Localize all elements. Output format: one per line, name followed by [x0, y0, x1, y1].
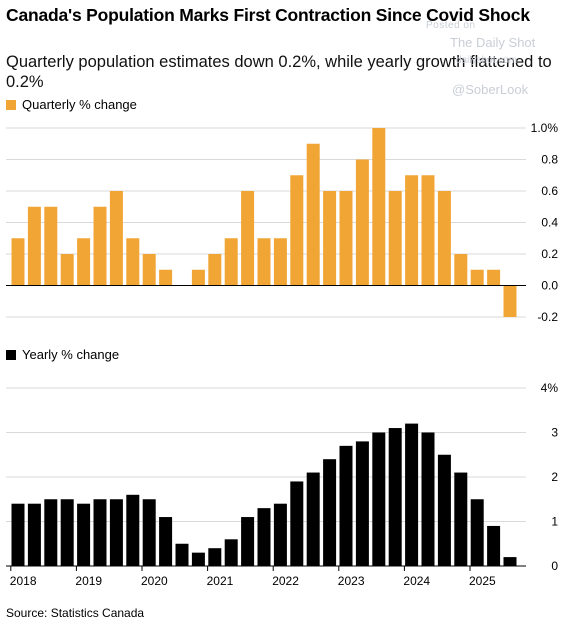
yearly-bar [175, 543, 189, 566]
x-tick-label: 2025 [469, 574, 496, 588]
quarterly-bar [437, 191, 451, 286]
yearly-ytick-label: 3 [551, 426, 558, 440]
quarterly-bar [339, 191, 353, 286]
yearly-bar [241, 517, 255, 566]
yearly-ytick-label: 4% [541, 381, 559, 395]
legend-quarterly-label: Quarterly % change [22, 97, 137, 112]
yearly-bar [126, 494, 140, 566]
yearly-bar [159, 517, 173, 566]
yearly-bar [27, 503, 41, 566]
quarterly-bar [421, 175, 435, 286]
chart-subtitle: Quarterly population estimates down 0.2%… [6, 53, 552, 91]
legend-quarterly: Quarterly % change [6, 97, 137, 112]
x-tick-label: 2024 [403, 574, 430, 588]
yearly-ytick-label: 2 [551, 470, 558, 484]
quarterly-ytick-label: -0.2 [537, 310, 558, 324]
legend-yearly-swatch [6, 349, 16, 360]
quarterly-bar [355, 159, 369, 286]
quarterly-bar [405, 175, 419, 286]
yearly-bar [503, 557, 517, 566]
yearly-bar [355, 441, 369, 566]
quarterly-bar [44, 206, 58, 286]
quarterly-bar [126, 238, 140, 286]
yearly-bar [109, 499, 123, 566]
x-tick-label: 2019 [75, 574, 102, 588]
yearly-bar [405, 423, 419, 566]
quarterly-bar [241, 191, 255, 286]
x-tick-label: 2020 [141, 574, 168, 588]
chart-title: Canada's Population Marks First Contract… [6, 5, 530, 25]
quarterly-bar [191, 269, 205, 286]
quarterly-bar [273, 238, 287, 286]
quarterly-bar [487, 269, 501, 286]
quarterly-bar [208, 254, 222, 286]
quarterly-bar [306, 143, 320, 286]
quarterly-bar [109, 191, 123, 286]
yearly-bar [306, 472, 320, 566]
quarterly-bar [372, 128, 386, 286]
yearly-bar [60, 499, 74, 566]
yearly-ytick-label: 1 [551, 515, 558, 529]
legend-yearly-label: Yearly % change [22, 347, 120, 362]
quarterly-bar [503, 285, 517, 317]
yearly-bar [323, 459, 337, 566]
quarterly-ytick-label: 0.6 [541, 184, 558, 198]
yearly-bar [290, 481, 304, 566]
yearly-bar [208, 548, 222, 566]
quarterly-ytick-label: 0.2 [541, 247, 558, 261]
yearly-bar [224, 539, 238, 566]
yearly-bar [257, 508, 271, 566]
x-tick-label: 2022 [272, 574, 299, 588]
yearly-bar [388, 428, 402, 566]
quarterly-ytick-label: 0.4 [541, 216, 558, 230]
yearly-bar [339, 445, 353, 566]
x-tick-label: 2021 [207, 574, 234, 588]
quarterly-bar [27, 206, 41, 286]
yearly-bar [77, 503, 91, 566]
quarterly-bar [470, 269, 484, 286]
quarterly-bar [388, 191, 402, 286]
yearly-bar [421, 432, 435, 566]
watermark-url: dailyshot.com [456, 55, 518, 66]
watermark-posted: Posted on [426, 20, 476, 31]
legend-yearly: Yearly % change [6, 347, 119, 362]
yearly-bar [470, 499, 484, 566]
yearly-bar [93, 499, 107, 566]
quarterly-bar [323, 191, 337, 286]
quarterly-bar [290, 175, 304, 286]
x-tick-label: 2018 [10, 574, 37, 588]
quarterly-bar [224, 238, 238, 286]
yearly-bar [437, 454, 451, 566]
yearly-bar [11, 503, 25, 566]
quarterly-bar [257, 238, 271, 286]
quarterly-bar [159, 269, 173, 286]
watermark-handle: @SoberLook [452, 82, 529, 97]
quarterly-bar [77, 238, 91, 286]
quarterly-ytick-label: 0.0 [541, 279, 558, 293]
watermark-name: The Daily Shot [450, 35, 536, 50]
yearly-bar [142, 499, 156, 566]
yearly-bar [44, 499, 58, 566]
quarterly-bar [60, 254, 74, 286]
yearly-bar [273, 503, 287, 566]
quarterly-ytick-label: 1.0% [531, 121, 559, 135]
yearly-ytick-label: 0 [551, 559, 558, 573]
yearly-bar [487, 525, 501, 566]
legend-quarterly-swatch [6, 99, 16, 110]
source-note: Source: Statistics Canada [6, 606, 145, 620]
quarterly-bar [454, 254, 468, 286]
yearly-bar [372, 432, 386, 566]
yearly-bar [454, 472, 468, 566]
yearly-bar [191, 552, 205, 566]
quarterly-bar [93, 206, 107, 286]
quarterly-ytick-label: 0.8 [541, 153, 558, 167]
x-tick-label: 2023 [338, 574, 365, 588]
quarterly-bar [142, 254, 156, 286]
quarterly-bar [11, 238, 25, 286]
